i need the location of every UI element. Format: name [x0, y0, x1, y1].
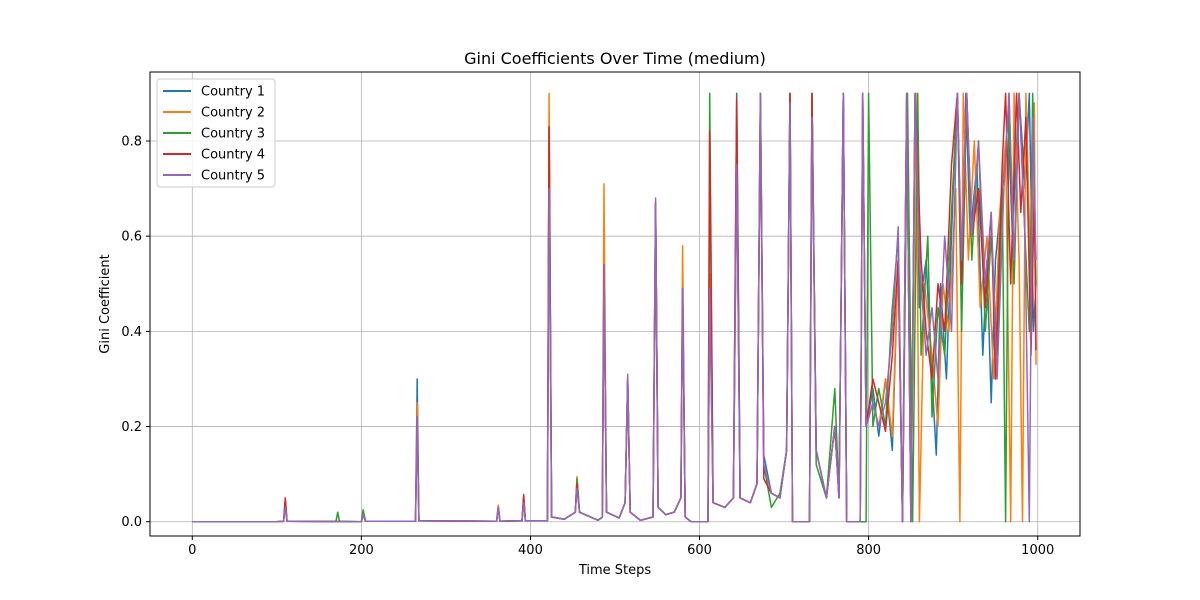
- y-tick-label: 0.2: [121, 420, 142, 435]
- x-tick-label: 0: [188, 543, 196, 558]
- legend-label-country-4: Country 4: [201, 148, 265, 163]
- chart-title: Gini Coefficients Over Time (medium): [464, 49, 766, 68]
- plot-frame: [149, 71, 1081, 537]
- x-tick-label: 400: [518, 543, 543, 558]
- axis-ticks: 0 200 400 600 800 1000 0.0 0.2 0.4 0.6 0.8: [121, 135, 1054, 558]
- x-tick-label: 600: [687, 543, 712, 558]
- x-tick-label: 1000: [1021, 543, 1054, 558]
- y-tick-label: 0.0: [121, 515, 142, 530]
- series-lines: [192, 92, 1037, 523]
- x-tick-label: 200: [349, 543, 374, 558]
- x-tick-label: 800: [856, 543, 881, 558]
- legend-label-country-1: Country 1: [201, 85, 265, 100]
- y-axis-label: Gini Coefficient: [98, 254, 113, 353]
- legend-label-country-5: Country 5: [201, 169, 265, 184]
- y-tick-label: 0.6: [121, 230, 142, 245]
- x-axis-label: Time Steps: [578, 563, 652, 578]
- series-line-country-5: [192, 92, 1037, 523]
- legend-box: [156, 78, 276, 188]
- y-tick-label: 0.8: [121, 135, 142, 150]
- legend-label-country-2: Country 2: [201, 106, 265, 121]
- legend-label-country-3: Country 3: [201, 127, 265, 142]
- legend: Country 1 Country 2 Country 3 Country 4 Coun…: [156, 78, 276, 188]
- y-tick-label: 0.4: [121, 325, 142, 340]
